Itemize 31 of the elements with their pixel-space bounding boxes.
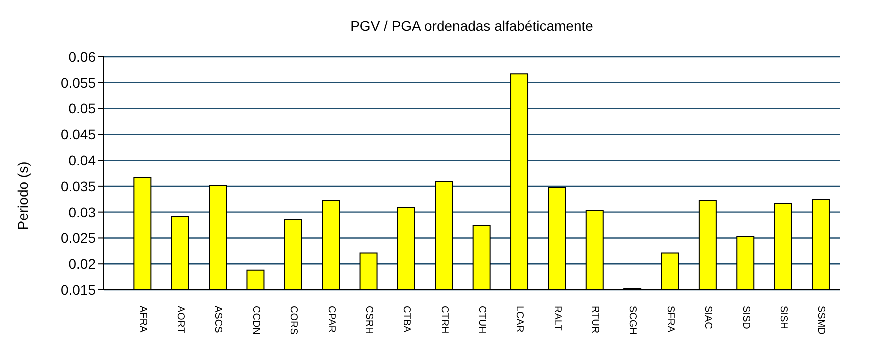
y-tick-label: 0.015 [60,282,96,298]
x-tick-label: CSRH [363,306,374,334]
x-tick-label: SIAC [702,306,714,330]
y-tick-label: 0.06 [68,48,96,65]
x-tick-label: SFRA [664,306,676,333]
x-tick-label: SSMD [816,306,827,335]
y-tick-label: 0.035 [60,178,96,194]
x-tick-label: RALT [552,306,563,331]
x-tick-label: SCGH [627,306,638,335]
x-tick-label: AFRA [137,306,148,333]
y-tick-label: 0.05 [68,100,96,117]
y-tick-label: 0.055 [60,74,96,91]
y-tick-label: 0.02 [68,256,96,272]
x-tick-label: CORS [288,306,300,336]
chart-title: PGV / PGA ordenadas alfabéticamente [350,18,594,34]
x-tick-label: AORT [175,306,186,334]
x-tick-label: CTUH [476,306,488,334]
x-tick-label: CPAR [326,306,337,334]
y-tick-label: 0.03 [68,204,96,220]
x-tick-label: SISH [778,306,789,330]
x-tick-label: CTBA [401,306,412,333]
y-tick-label: 0.04 [68,152,96,169]
x-tick-label: RTUR [590,306,601,334]
x-tick-label: SISD [740,306,752,330]
x-tick-label: ASCS [212,306,224,334]
y-tick-label: 0.025 [60,230,96,246]
x-tick-label: LCAR [514,306,526,333]
x-tick-label: CCDN [250,306,262,335]
y-axis-title: Periodo (s) [15,160,31,232]
x-tick-label: CTRH [438,306,450,334]
y-tick-label: 0.045 [60,126,96,143]
